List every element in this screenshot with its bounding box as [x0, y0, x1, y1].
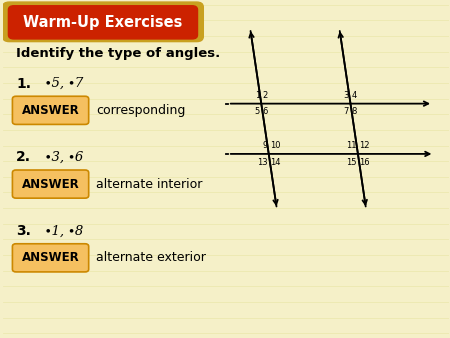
Text: ∙3, ∙6: ∙3, ∙6 — [45, 151, 83, 164]
Text: 10: 10 — [270, 141, 280, 150]
Text: 9: 9 — [262, 141, 267, 150]
Text: 1.: 1. — [16, 76, 31, 91]
FancyBboxPatch shape — [9, 6, 198, 39]
FancyBboxPatch shape — [13, 170, 89, 198]
Text: 6: 6 — [263, 107, 268, 116]
Text: alternate interior: alternate interior — [96, 177, 202, 191]
FancyBboxPatch shape — [3, 2, 203, 42]
Text: Identify the type of angles.: Identify the type of angles. — [16, 47, 220, 60]
Text: ∙1, ∙8: ∙1, ∙8 — [45, 224, 83, 238]
Text: ANSWER: ANSWER — [22, 177, 80, 191]
Text: 1: 1 — [255, 91, 260, 100]
Text: ANSWER: ANSWER — [22, 104, 80, 117]
Text: 7: 7 — [344, 107, 349, 116]
Text: alternate exterior: alternate exterior — [96, 251, 206, 264]
Text: ∙5, ∙7: ∙5, ∙7 — [45, 77, 83, 90]
Text: 15: 15 — [346, 158, 356, 167]
Text: ANSWER: ANSWER — [22, 251, 80, 264]
Text: 2: 2 — [263, 91, 268, 100]
Text: 5: 5 — [255, 107, 260, 116]
Text: 3.: 3. — [16, 224, 31, 238]
FancyBboxPatch shape — [13, 96, 89, 124]
Text: 16: 16 — [359, 158, 370, 167]
Text: 8: 8 — [352, 107, 357, 116]
Text: 3: 3 — [344, 91, 349, 100]
Text: 11: 11 — [346, 141, 356, 150]
Text: Warm-Up Exercises: Warm-Up Exercises — [23, 15, 183, 30]
Text: 13: 13 — [257, 158, 267, 167]
Text: corresponding: corresponding — [96, 104, 186, 117]
Text: 2.: 2. — [16, 150, 31, 164]
Text: 4: 4 — [352, 91, 357, 100]
Text: 12: 12 — [359, 141, 370, 150]
Text: 14: 14 — [270, 158, 280, 167]
FancyBboxPatch shape — [13, 244, 89, 272]
